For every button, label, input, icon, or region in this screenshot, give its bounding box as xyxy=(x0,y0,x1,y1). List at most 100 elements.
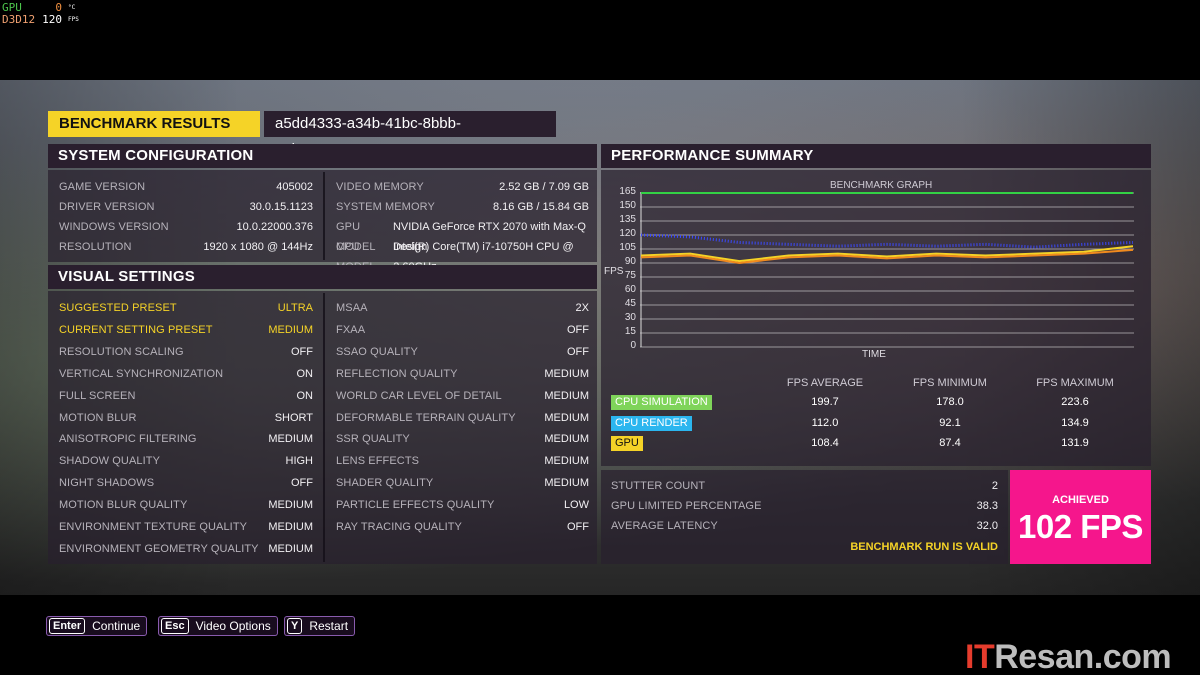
setting-value: OFF xyxy=(567,345,589,358)
setting-name: MSAA xyxy=(336,302,368,314)
setting-name: SHADOW QUALITY xyxy=(59,455,161,468)
performance-overlay: GPU 0 °C D3D12 120 FPS xyxy=(2,2,79,26)
setting-row: ANISOTROPIC FILTERING MEDIUM xyxy=(59,429,313,449)
setting-value: 2X xyxy=(575,302,589,314)
setting-name: SUGGESTED PRESET xyxy=(59,302,177,314)
setting-row: LENS EFFECTS MEDIUM xyxy=(336,451,589,471)
setting-value: 10.0.22000.376 xyxy=(236,221,313,233)
graph-title: BENCHMARK GRAPH xyxy=(830,180,933,191)
osd-gpu-unit: °C xyxy=(68,4,76,11)
video-options-button[interactable]: Esc Video Options xyxy=(158,616,278,636)
setting-value: OFF xyxy=(567,323,589,336)
setting-value: HIGH xyxy=(285,455,314,468)
setting-value: MEDIUM xyxy=(544,455,589,468)
setting-row: MSAA 2X xyxy=(336,298,589,318)
stat-row: AVERAGE LATENCY 32.0 xyxy=(611,516,998,536)
stats-panel xyxy=(601,470,1008,564)
stat-value: 32.0 xyxy=(976,520,998,532)
setting-value: MEDIUM xyxy=(268,323,313,336)
setting-row: CPU MODEL Intel(R) Core(TM) i7-10750H CPU… xyxy=(336,237,589,273)
setting-row: ENVIRONMENT GEOMETRY QUALITY MEDIUM xyxy=(59,539,313,559)
setting-name: SSAO QUALITY xyxy=(336,345,418,358)
achieved-value: 102 FPS xyxy=(1018,508,1143,545)
setting-name: FXAA xyxy=(336,323,366,336)
performance-panel xyxy=(601,170,1151,466)
setting-row: VERTICAL SYNCHRONIZATION ON xyxy=(59,364,313,384)
setting-name: RAY TRACING QUALITY xyxy=(336,521,462,533)
stat-value: 2 xyxy=(991,480,998,492)
setting-name: GAME VERSION xyxy=(59,181,146,193)
restart-button[interactable]: Y Restart xyxy=(284,616,356,636)
setting-value: ON xyxy=(296,389,314,402)
y-tick-label: 75 xyxy=(624,270,636,281)
video-options-label: Video Options xyxy=(195,619,271,633)
setting-name: LENS EFFECTS xyxy=(336,455,420,468)
setting-row: VIDEO MEMORY 2.52 GB / 7.09 GB xyxy=(336,177,589,197)
valid-status: BENCHMARK RUN IS VALID xyxy=(850,541,998,553)
setting-value: 2.52 GB / 7.09 GB xyxy=(499,181,589,193)
setting-row: WINDOWS VERSION 10.0.22000.376 xyxy=(59,217,313,237)
table-header: FPS MAXIMUM xyxy=(1036,377,1114,389)
setting-name: RESOLUTION SCALING xyxy=(59,345,184,358)
setting-value: ULTRA xyxy=(277,302,313,314)
enter-key-icon: Enter xyxy=(49,618,86,634)
system-divider xyxy=(323,172,325,260)
table-header: FPS MINIMUM xyxy=(913,377,987,389)
y-tick-label: 150 xyxy=(619,200,636,211)
y-tick-label: 120 xyxy=(619,228,636,239)
setting-row: CURRENT SETTING PRESET MEDIUM xyxy=(59,320,313,340)
setting-row: DRIVER VERSION 30.0.15.1123 xyxy=(59,197,313,217)
setting-value: MEDIUM xyxy=(544,411,589,424)
legend-tag: CPU SIMULATION xyxy=(611,395,712,410)
setting-row: MOTION BLUR SHORT xyxy=(59,408,313,428)
y-key-icon: Y xyxy=(287,618,303,634)
setting-name: NIGHT SHADOWS xyxy=(59,477,155,490)
setting-value: MEDIUM xyxy=(268,499,313,512)
setting-name: MOTION BLUR QUALITY xyxy=(59,499,188,512)
table-cell: 108.4 xyxy=(811,437,839,449)
y-tick-label: 135 xyxy=(619,214,636,225)
achieved-fps-badge: ACHIEVED 102 FPS xyxy=(1010,470,1151,564)
series-line xyxy=(640,248,1134,265)
watermark-rest: Resan.com xyxy=(994,638,1172,675)
setting-value: MEDIUM xyxy=(544,477,589,490)
y-tick-label: 30 xyxy=(624,312,636,323)
setting-name: REFLECTION QUALITY xyxy=(336,367,458,380)
table-header: FPS AVERAGE xyxy=(786,377,864,389)
stat-row: STUTTER COUNT 2 xyxy=(611,476,998,496)
setting-row: MOTION BLUR QUALITY MEDIUM xyxy=(59,495,313,515)
achieved-label: ACHIEVED xyxy=(1052,494,1109,506)
continue-button[interactable]: Enter Continue xyxy=(46,616,148,636)
table-cell: 223.6 xyxy=(1061,396,1089,408)
setting-value: SHORT xyxy=(274,411,313,424)
osd-gpu-label: GPU xyxy=(2,1,22,14)
setting-value: 8.16 GB / 15.84 GB xyxy=(492,201,589,213)
setting-row: NIGHT SHADOWS OFF xyxy=(59,473,313,493)
visual-divider xyxy=(323,293,325,562)
y-tick-label: 0 xyxy=(630,340,636,351)
setting-row: FULL SCREEN ON xyxy=(59,386,313,406)
visual-settings-header: VISUAL SETTINGS xyxy=(48,265,597,289)
setting-row: FXAA OFF xyxy=(336,320,589,340)
setting-value: LOW xyxy=(563,499,589,512)
setting-row: REFLECTION QUALITY MEDIUM xyxy=(336,364,589,384)
setting-row: SHADER QUALITY MEDIUM xyxy=(336,473,589,493)
esc-key-icon: Esc xyxy=(161,618,189,634)
setting-row: WORLD CAR LEVEL OF DETAIL MEDIUM xyxy=(336,386,589,406)
setting-row: DEFORMABLE TERRAIN QUALITY MEDIUM xyxy=(336,408,589,428)
series-line xyxy=(640,245,1134,263)
setting-row: SSAO QUALITY OFF xyxy=(336,342,589,362)
setting-name: FULL SCREEN xyxy=(59,389,136,402)
restart-label: Restart xyxy=(309,619,349,633)
setting-value: 1920 x 1080 @ 144Hz xyxy=(203,241,313,253)
top-bar xyxy=(0,0,1200,80)
setting-name: DEFORMABLE TERRAIN QUALITY xyxy=(336,411,516,424)
y-tick-label: 60 xyxy=(624,284,636,295)
setting-name: WINDOWS VERSION xyxy=(59,221,169,233)
setting-name: ANISOTROPIC FILTERING xyxy=(59,433,197,446)
setting-row: GAME VERSION 405002 xyxy=(59,177,313,197)
setting-row: PARTICLE EFFECTS QUALITY LOW xyxy=(336,495,589,515)
setting-name: DRIVER VERSION xyxy=(59,201,155,213)
performance-header: PERFORMANCE SUMMARY xyxy=(601,144,1151,168)
osd-fps-unit: FPS xyxy=(68,16,79,23)
